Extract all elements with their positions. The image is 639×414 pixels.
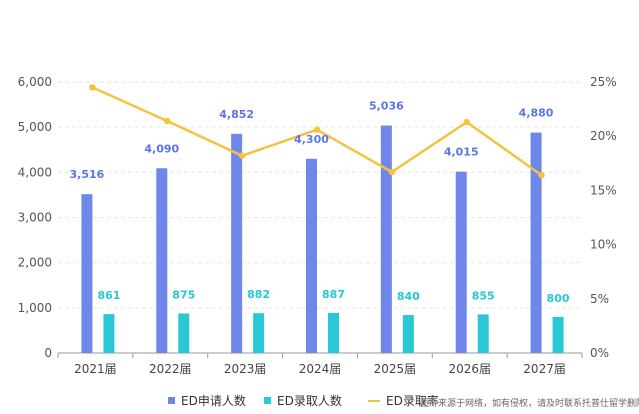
right-tick-label: 15% (590, 183, 617, 197)
x-category-label: 2023届 (224, 362, 267, 376)
x-category-label: 2024届 (299, 362, 342, 376)
rate-point (164, 117, 171, 125)
x-category-label: 2026届 (448, 362, 491, 376)
data-label-applicants: 3,516 (70, 168, 105, 181)
left-tick-label: 5,000 (18, 120, 52, 134)
data-label-admitted: 882 (247, 288, 270, 301)
rate-point (89, 84, 96, 91)
right-axis-ticks: 0% 5% 10% 15% 20% 25% (590, 75, 617, 360)
rate-point (388, 168, 396, 176)
right-tick-label: 0% (590, 346, 609, 360)
bar-admitted (552, 316, 564, 353)
x-axis-categories: 2021届 2022届 2023届 2024届 2025届 2026届 2027届 (74, 362, 566, 376)
data-labels: 3,516 861 4,090 875 4,852 882 4,300 887 5,036 840… (70, 100, 570, 305)
data-label-applicants: 4,880 (519, 107, 554, 120)
bar-admitted (178, 313, 190, 353)
legend-item-rate[interactable]: ED录取率 (368, 392, 439, 409)
watermark-text: 图片来源于网络，如有侵权，请及时联系托普仕留学删除 (420, 399, 639, 409)
left-axis-ticks: 0 1,000 2,000 3,000 4,000 5,000 6,000 (18, 75, 52, 360)
rate-point (463, 118, 470, 126)
left-tick-label: 0 (44, 346, 52, 360)
data-label-applicants: 4,852 (219, 108, 254, 121)
data-label-admitted: 800 (547, 292, 570, 305)
bar-admitted (328, 312, 339, 353)
bar-applicants (530, 132, 542, 353)
data-label-admitted: 875 (172, 288, 195, 301)
right-tick-label: 25% (590, 75, 617, 89)
bar-applicants (455, 171, 467, 353)
left-tick-label: 2,000 (18, 256, 52, 270)
rate-point (538, 172, 545, 179)
bar-applicants (380, 125, 392, 353)
rate-point (313, 126, 321, 133)
legend-item-applicants[interactable]: ED申请人数 (168, 392, 246, 409)
left-tick-label: 1,000 (18, 301, 52, 315)
left-tick-label: 4,000 (18, 165, 52, 179)
x-category-label: 2025届 (374, 362, 417, 376)
legend-item-admitted[interactable]: ED录取人数 (264, 392, 342, 409)
gridlines (58, 81, 582, 309)
bar-admitted (253, 313, 265, 353)
data-label-admitted: 840 (397, 290, 420, 303)
x-axis-tickmarks (57, 353, 583, 358)
bar-applicants (156, 168, 168, 353)
right-tick-label: 5% (590, 292, 609, 306)
left-tick-label: 6,000 (18, 75, 52, 89)
data-label-applicants: 4,300 (294, 133, 329, 146)
legend-label: ED录取率 (386, 394, 439, 408)
data-label-admitted: 861 (97, 289, 120, 302)
bar-applicants (231, 133, 243, 353)
legend-label: ED申请人数 (181, 394, 246, 408)
bar-applicants (81, 194, 93, 353)
x-category-label: 2021届 (74, 362, 117, 376)
x-category-label: 2027届 (523, 362, 566, 376)
data-label-admitted: 887 (322, 288, 345, 301)
right-tick-label: 10% (590, 238, 617, 252)
data-label-admitted: 855 (472, 289, 495, 302)
bar-admitted (477, 314, 489, 353)
right-tick-label: 20% (590, 129, 617, 143)
legend: ED申请人数 ED录取人数 ED录取率 (0, 392, 639, 412)
legend-swatch (264, 397, 271, 404)
combo-chart: 0 1,000 2,000 3,000 4,000 5,000 6,000 0% 5% 10% 1… (18, 75, 617, 376)
data-label-applicants: 4,015 (444, 146, 479, 159)
data-label-applicants: 4,090 (144, 142, 179, 155)
bars (81, 125, 564, 353)
legend-swatch (168, 397, 175, 404)
left-tick-label: 3,000 (18, 211, 52, 225)
rate-point (238, 152, 246, 159)
legend-label: ED录取人数 (277, 394, 342, 408)
bar-admitted (103, 314, 115, 353)
legend-swatch (368, 399, 380, 402)
data-label-applicants: 5,036 (369, 100, 404, 113)
rate-line (89, 84, 545, 179)
bar-applicants (306, 158, 317, 353)
x-category-label: 2022届 (149, 362, 192, 376)
bar-admitted (402, 315, 414, 353)
